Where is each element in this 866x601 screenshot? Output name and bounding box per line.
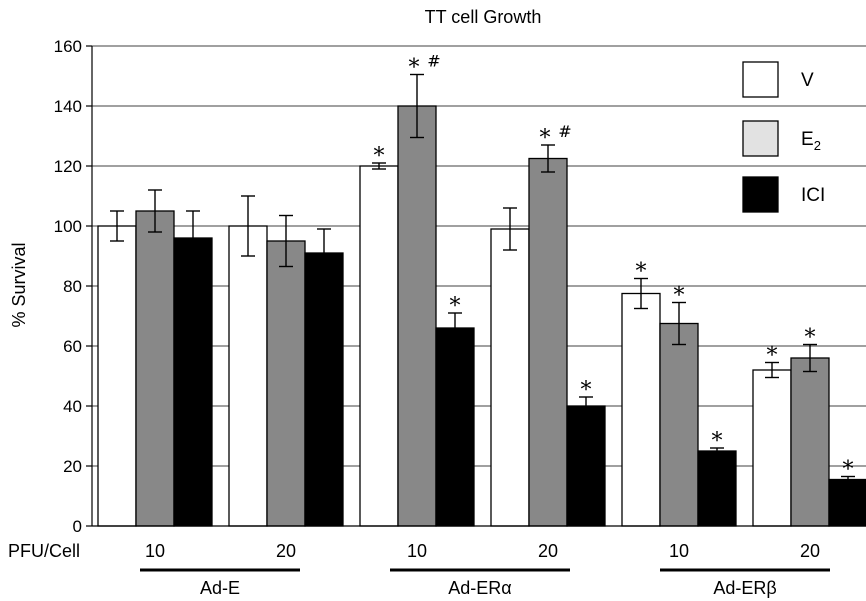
bar — [435, 327, 475, 527]
significance-star: * — [409, 56, 420, 81]
bar — [752, 369, 792, 527]
bar — [697, 450, 737, 527]
dose-label: 20 — [800, 541, 820, 561]
group-label: Ad-ERα — [448, 578, 511, 598]
significance-star: * — [581, 378, 592, 403]
bar — [97, 225, 137, 527]
group-label: Ad-E — [200, 578, 240, 598]
bar — [135, 210, 175, 527]
significance-star: * — [540, 126, 551, 151]
bar — [490, 228, 530, 527]
y-tick-label: 120 — [54, 157, 82, 176]
dose-label: 10 — [145, 541, 165, 561]
y-tick-label: 160 — [54, 37, 82, 56]
significance-hash: # — [427, 52, 440, 71]
dose-label: 20 — [538, 541, 558, 561]
y-tick-label: 80 — [63, 277, 82, 296]
y-axis-label: % Survival — [9, 242, 29, 327]
bar — [528, 157, 568, 527]
legend-label: E2 — [801, 129, 821, 153]
legend-label: V — [801, 70, 814, 91]
bar — [304, 252, 344, 527]
chart-title: TT cell Growth — [425, 7, 542, 27]
significance-star: * — [636, 260, 647, 285]
dose-label: 20 — [276, 541, 296, 561]
dose-label: 10 — [669, 541, 689, 561]
significance-star: * — [374, 144, 385, 169]
bar — [266, 240, 306, 527]
y-tick-label: 0 — [73, 517, 82, 536]
bar — [397, 105, 437, 527]
y-tick-label: 140 — [54, 97, 82, 116]
bar — [790, 357, 830, 527]
y-tick-label: 60 — [63, 337, 82, 356]
legend-swatch — [742, 120, 779, 157]
group-label: Ad-ERβ — [713, 578, 776, 598]
y-tick-label: 100 — [54, 217, 82, 236]
dose-label: 10 — [407, 541, 427, 561]
significance-star: * — [843, 458, 854, 483]
y-tick-label: 40 — [63, 397, 82, 416]
bar — [566, 405, 606, 527]
bar — [228, 225, 268, 527]
significance-star: * — [712, 429, 723, 454]
bar — [659, 322, 699, 527]
legend-swatch — [742, 61, 779, 98]
bar — [828, 478, 866, 527]
legend: V E2 ICI — [742, 61, 825, 213]
gridlines — [92, 45, 866, 467]
legend-swatch — [742, 176, 779, 213]
x-axis-labels: 10 20 10 20 10 20 Ad-E Ad-ERα Ad-ERβ — [140, 541, 830, 598]
y-tick-label: 20 — [63, 457, 82, 476]
bar — [173, 237, 213, 527]
significance-star: * — [805, 326, 816, 351]
pfu-cell-label: PFU/Cell — [8, 541, 80, 561]
significance-star: * — [674, 284, 685, 309]
axes: 0 20 40 60 80 100 120 140 160 — [54, 37, 866, 536]
significance-star: * — [767, 344, 778, 369]
bars: * * * * # * # * * * * * * — [97, 52, 866, 527]
significance-star: * — [450, 294, 461, 319]
significance-hash: # — [558, 122, 571, 141]
bar — [621, 292, 661, 527]
bar — [359, 165, 399, 527]
legend-label: ICI — [801, 185, 825, 206]
